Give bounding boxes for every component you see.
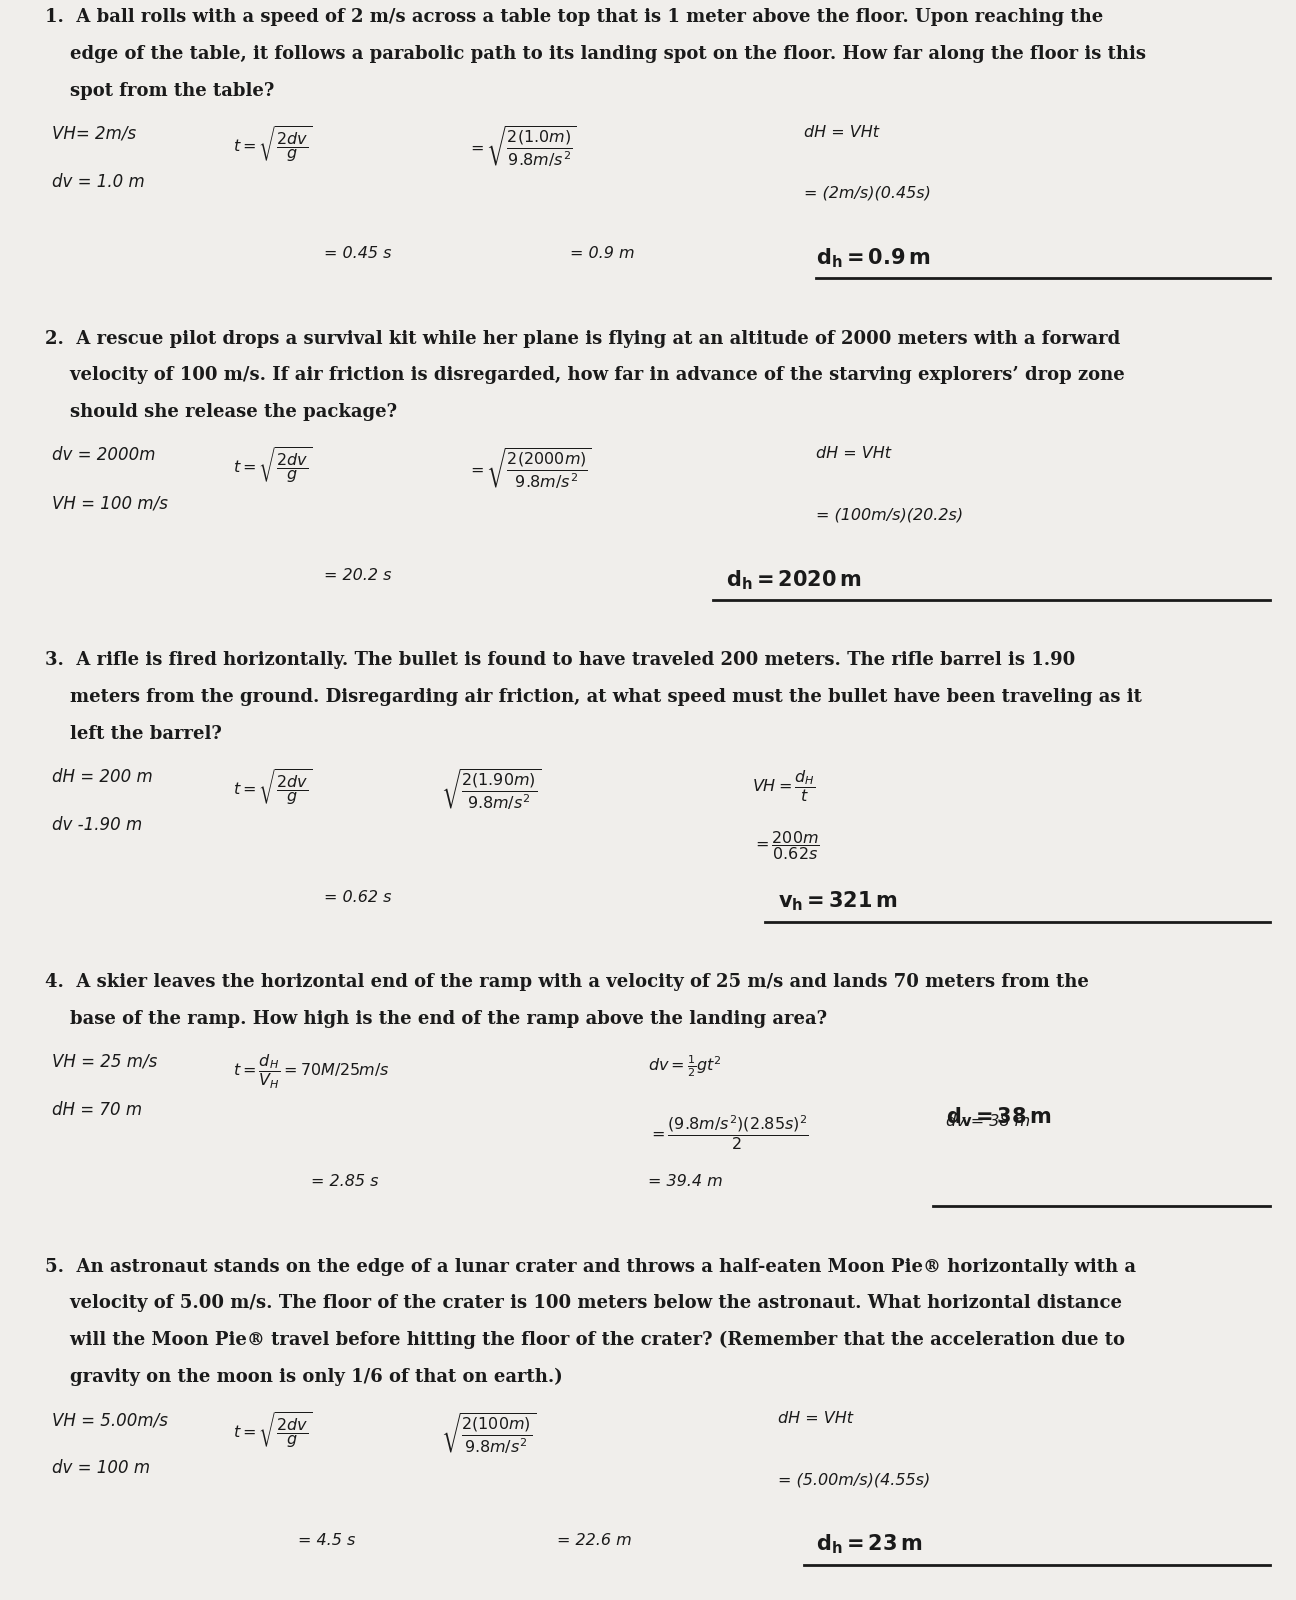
Text: 2.  A rescue pilot drops a survival kit while her plane is flying at an altitude: 2. A rescue pilot drops a survival kit w… (45, 330, 1121, 347)
Text: dv = 38 m: dv = 38 m (946, 1114, 1030, 1128)
Text: base of the ramp. How high is the end of the ramp above the landing area?: base of the ramp. How high is the end of… (45, 1010, 827, 1027)
Text: $=\sqrt{\dfrac{2(2000 m)}{9.8m/s^2}}$: $=\sqrt{\dfrac{2(2000 m)}{9.8m/s^2}}$ (467, 446, 591, 491)
Text: = 39.4 m: = 39.4 m (648, 1174, 723, 1189)
Text: should she release the package?: should she release the package? (45, 403, 398, 421)
Text: velocity of 100 m/s. If air friction is disregarded, how far in advance of the s: velocity of 100 m/s. If air friction is … (45, 366, 1125, 384)
Text: dH = VHt: dH = VHt (816, 446, 892, 461)
Text: 3.  A rifle is fired horizontally. The bullet is found to have traveled 200 mete: 3. A rifle is fired horizontally. The bu… (45, 651, 1076, 669)
Text: = 20.2 s: = 20.2 s (324, 568, 391, 582)
Text: $t=\sqrt{\dfrac{2dv}{g}}$: $t=\sqrt{\dfrac{2dv}{g}}$ (233, 768, 312, 808)
Text: VH = 25 m/s: VH = 25 m/s (52, 1053, 157, 1070)
Text: = 22.6 m: = 22.6 m (557, 1533, 632, 1547)
Text: dv -1.90 m: dv -1.90 m (52, 816, 143, 834)
Text: $\sqrt{\dfrac{2(100m)}{9.8m/s^2}}$: $\sqrt{\dfrac{2(100m)}{9.8m/s^2}}$ (441, 1411, 535, 1456)
Text: = 4.5 s: = 4.5 s (298, 1533, 355, 1547)
Text: = 0.9 m: = 0.9 m (570, 246, 635, 261)
Text: $\mathbf{v_h = 321\,m}$: $\mathbf{v_h = 321\,m}$ (778, 890, 897, 914)
Text: $VH= \dfrac{d_H}{t}$: $VH= \dfrac{d_H}{t}$ (752, 768, 815, 803)
Text: = 0.62 s: = 0.62 s (324, 890, 391, 904)
Text: = (5.00m/s)(4.55s): = (5.00m/s)(4.55s) (778, 1472, 929, 1486)
Text: edge of the table, it follows a parabolic path to its landing spot on the floor.: edge of the table, it follows a paraboli… (45, 45, 1147, 62)
Text: $t=\sqrt{\dfrac{2dv}{g}}$: $t=\sqrt{\dfrac{2dv}{g}}$ (233, 1411, 312, 1451)
Text: $t = \dfrac{d_H}{V_H} = 70M/25m/s$: $t = \dfrac{d_H}{V_H} = 70M/25m/s$ (233, 1053, 390, 1091)
Text: dv = 100 m: dv = 100 m (52, 1459, 150, 1477)
Text: $\sqrt{\dfrac{2(1.90m)}{9.8m/s^2}}$: $\sqrt{\dfrac{2(1.90m)}{9.8m/s^2}}$ (441, 768, 540, 813)
Text: dH = 70 m: dH = 70 m (52, 1101, 143, 1118)
Text: meters from the ground. Disregarding air friction, at what speed must the bullet: meters from the ground. Disregarding air… (45, 688, 1142, 706)
Text: left the barrel?: left the barrel? (45, 725, 222, 742)
Text: $t=\sqrt{\dfrac{2dv}{g}}$: $t=\sqrt{\dfrac{2dv}{g}}$ (233, 125, 312, 165)
Text: VH = 100 m/s: VH = 100 m/s (52, 494, 167, 512)
Text: $t=\sqrt{\dfrac{2dv}{g}}$: $t=\sqrt{\dfrac{2dv}{g}}$ (233, 446, 312, 486)
Text: dH = 200 m: dH = 200 m (52, 768, 153, 786)
Text: $\mathbf{d_h = 2020\,m}$: $\mathbf{d_h = 2020\,m}$ (726, 568, 861, 592)
Text: $\mathbf{d_v = 38\,m}$: $\mathbf{d_v = 38\,m}$ (946, 1106, 1051, 1130)
Text: VH = 5.00m/s: VH = 5.00m/s (52, 1411, 167, 1429)
Text: $= \dfrac{(9.8m/s^2)(2.85s)^2}{2}$: $= \dfrac{(9.8m/s^2)(2.85s)^2}{2}$ (648, 1114, 809, 1152)
Text: dv = 2000m: dv = 2000m (52, 446, 156, 464)
Text: dH = VHt: dH = VHt (778, 1411, 853, 1426)
Text: = 2.85 s: = 2.85 s (311, 1174, 378, 1189)
Text: = 0.45 s: = 0.45 s (324, 246, 391, 261)
Text: VH= 2m/s: VH= 2m/s (52, 125, 136, 142)
Text: = (2m/s)(0.45s): = (2m/s)(0.45s) (804, 186, 931, 200)
Text: gravity on the moon is only 1/6 of that on earth.): gravity on the moon is only 1/6 of that … (45, 1368, 562, 1386)
Text: dH = VHt: dH = VHt (804, 125, 879, 139)
Text: 1.  A ball rolls with a speed of 2 m/s across a table top that is 1 meter above : 1. A ball rolls with a speed of 2 m/s ac… (45, 8, 1104, 26)
Text: $\mathbf{d_h = 23\,m}$: $\mathbf{d_h = 23\,m}$ (816, 1533, 923, 1557)
Text: $=\sqrt{\dfrac{2(1.0m)}{9.8m/s^2}}$: $=\sqrt{\dfrac{2(1.0m)}{9.8m/s^2}}$ (467, 125, 577, 170)
Text: dv = 1.0 m: dv = 1.0 m (52, 173, 145, 190)
Text: will the Moon Pie® travel before hitting the floor of the crater? (Remember that: will the Moon Pie® travel before hitting… (45, 1331, 1125, 1349)
Text: spot from the table?: spot from the table? (45, 82, 275, 99)
Text: $dv= \frac{1}{2}gt^2$: $dv= \frac{1}{2}gt^2$ (648, 1053, 722, 1078)
Text: 5.  An astronaut stands on the edge of a lunar crater and throws a half-eaten Mo: 5. An astronaut stands on the edge of a … (45, 1258, 1137, 1275)
Text: = (100m/s)(20.2s): = (100m/s)(20.2s) (816, 507, 964, 522)
Text: $= \dfrac{200m}{0.62s}$: $= \dfrac{200m}{0.62s}$ (752, 829, 819, 862)
Text: 4.  A skier leaves the horizontal end of the ramp with a velocity of 25 m/s and : 4. A skier leaves the horizontal end of … (45, 973, 1089, 990)
Text: $\mathbf{d_h = 0.9\,m}$: $\mathbf{d_h = 0.9\,m}$ (816, 246, 931, 270)
Text: velocity of 5.00 m/s. The floor of the crater is 100 meters below the astronaut.: velocity of 5.00 m/s. The floor of the c… (45, 1294, 1122, 1312)
